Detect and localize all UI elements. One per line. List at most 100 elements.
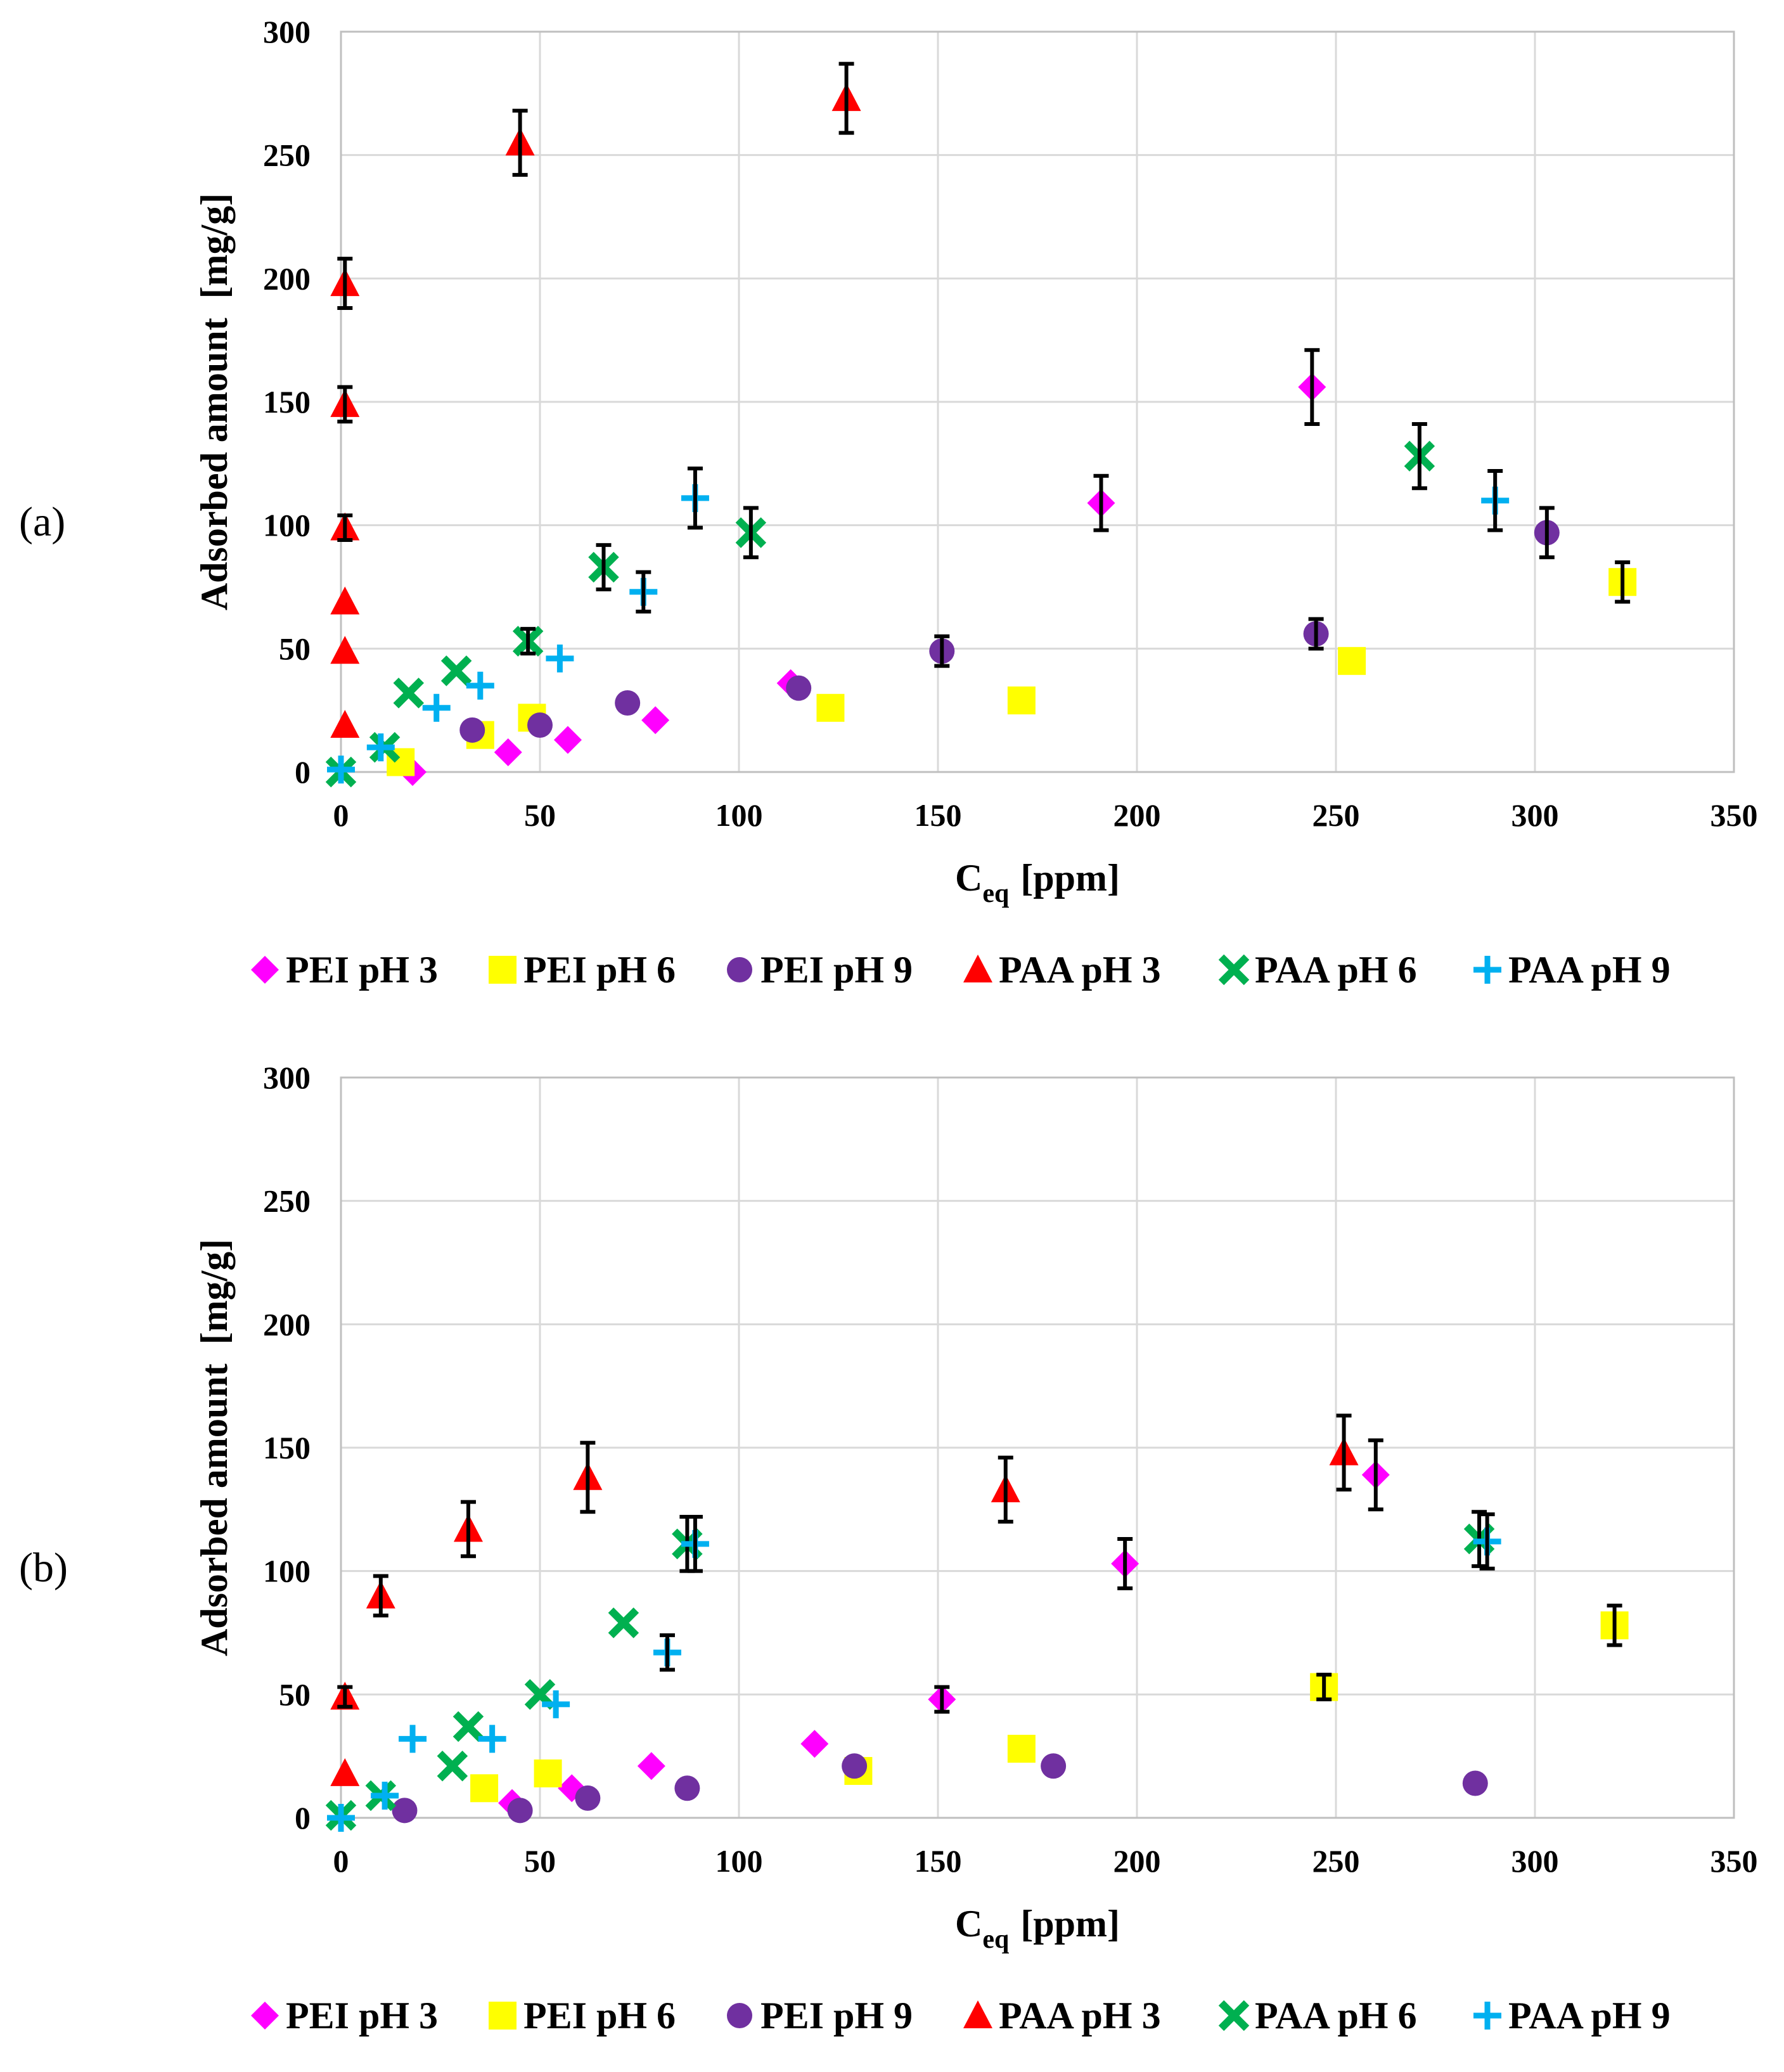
- panel-a-legend-label-paa-ph-3: PAA pH 3: [999, 949, 1161, 991]
- panel-b-pei-ph-3-point: [637, 1752, 665, 1780]
- panel-a-legend-marker-pei-ph-9: [727, 957, 752, 982]
- panel-a-paa-ph-3-point: [330, 636, 360, 664]
- panel-b-paa-ph-9-point: [478, 1725, 506, 1753]
- panel-a-pei-ph-9-point: [615, 690, 641, 716]
- panel-a-legend-marker-paa-ph-6: [1218, 954, 1250, 986]
- panel-a-paa-ph-9-point: [366, 733, 395, 762]
- panel-a-pei-ph-9-error-bar: [1308, 617, 1324, 651]
- panel-a-series-paa-ph-6: [325, 422, 1435, 788]
- panel-b-pei-ph-3-error-bar: [1368, 1438, 1383, 1512]
- panel-b-pei-ph-9-point: [1041, 1753, 1067, 1779]
- panel-a-x-tick-label: 0: [333, 797, 349, 833]
- panel-b-x-tick-label: 200: [1113, 1843, 1161, 1879]
- panel-b-y-tick-label: 100: [263, 1554, 311, 1589]
- panel-a-legend-item-paa-ph-3: PAA pH 3: [963, 949, 1161, 991]
- panel-b-y-tick-label: 50: [279, 1676, 311, 1712]
- panel-a-legend-marker-paa-ph-3: [963, 955, 992, 982]
- panel-b-legend-label-pei-ph-9: PEI pH 9: [760, 1995, 913, 2037]
- panel-a-y-tick-label: 50: [279, 631, 311, 666]
- panel-a-grid: [340, 30, 1735, 773]
- panel-b-x-tick-label: 150: [914, 1843, 962, 1879]
- panel-a-paa-ph-3-error-bar: [512, 108, 528, 177]
- panel-a-legend-label-pei-ph-3: PEI pH 3: [286, 949, 438, 991]
- panel-a-y-ticks: 0 50 100 150 200 250 300: [263, 14, 311, 790]
- panel-a-paa-ph-6-error-bar: [1411, 422, 1427, 491]
- panel-b-pei-ph-9-point: [1462, 1770, 1488, 1796]
- panel-b-paa-ph-6-point: [452, 1711, 484, 1742]
- panel-b-paa-ph-6-point: [437, 1750, 468, 1782]
- panel-b-paa-ph-3-error-bar: [1336, 1413, 1352, 1492]
- panel-b-pei-ph-9-point: [842, 1753, 868, 1779]
- panel-a-paa-ph-9-error-bar: [1487, 469, 1503, 532]
- panel-b-y-ticks: 0 50 100 150 200 250 300: [263, 1060, 311, 1836]
- panel-a-x-tick-label: 200: [1113, 797, 1161, 833]
- panel-b-legend-item-paa-ph-6: PAA pH 6: [1218, 1995, 1417, 2037]
- panel-b-paa-ph-3-error-bar: [373, 1574, 388, 1618]
- panel-a-pei-ph-3-point: [553, 726, 582, 754]
- panel-b-pei-ph-9-point: [575, 1785, 601, 1811]
- panel-a-series-paa-ph-9: [327, 467, 1510, 784]
- panel-a-points: [325, 61, 1637, 788]
- panel-a-y-tick-label: 200: [263, 261, 311, 296]
- panel-b-y-tick-label: 200: [263, 1306, 311, 1342]
- panel-a-x-tick-label: 100: [716, 797, 763, 833]
- panel-a-x-tick-label: 300: [1511, 797, 1559, 833]
- panel-b-y-tick-label: 300: [263, 1060, 311, 1095]
- panel-a-legend-item-pei-ph-6: PEI pH 6: [489, 949, 676, 991]
- panel-a-pei-ph-9-point: [786, 675, 812, 701]
- panel-a-paa-ph-3-error-bar: [838, 61, 854, 135]
- panel-b-x-tick-label: 250: [1312, 1843, 1360, 1879]
- panel-a-paa-ph-6-error-bar: [520, 627, 536, 656]
- panel-b-plot-frame: [340, 1076, 1735, 1819]
- panel-a-paa-ph-6-error-bar: [743, 506, 759, 560]
- panel-b-y-axis-title: Adsorbed amount [mg/g]: [193, 1239, 235, 1656]
- panel-b-legend-marker-paa-ph-6: [1218, 2000, 1250, 2031]
- panel-b-x-axis-sub: eq: [982, 1925, 1009, 1954]
- panel-a-pei-ph-9-point: [459, 717, 485, 743]
- panel-a-pei-ph-3-error-bar: [1304, 348, 1320, 427]
- panel-a-paa-ph-9-point: [466, 671, 494, 700]
- panel-b-pei-ph-6-error-bar: [1316, 1673, 1332, 1702]
- panel-b-series-pei-ph-9: [392, 1753, 1488, 1824]
- panel-b-paa-ph-9-error-bar: [659, 1633, 675, 1672]
- panel-b-x-axis-unit: [ppm]: [1020, 1903, 1120, 1945]
- panel-b-legend-label-pei-ph-3: PEI pH 3: [286, 1995, 438, 2037]
- panel-a-legend-label-pei-ph-6: PEI pH 6: [523, 949, 676, 991]
- panel-b-paa-ph-9-error-bar: [1479, 1512, 1495, 1571]
- panel-b-pei-ph-6-point: [534, 1759, 562, 1787]
- panel-b-label: (b): [19, 1545, 68, 1591]
- panel-a-paa-ph-3-error-bar: [337, 513, 353, 543]
- panel-b-x-tick-label: 0: [333, 1843, 349, 1879]
- panel-b-y-tick-label: 0: [295, 1800, 311, 1836]
- panel-b-series-pei-ph-6: [470, 1604, 1629, 1803]
- panel-b-series-pei-ph-3: [498, 1438, 1390, 1817]
- panel-a-x-axis-title: Ceq [ppm]: [955, 857, 1120, 908]
- panel-a-paa-ph-6-point: [393, 678, 425, 709]
- panel-a-legend-label-paa-ph-9: PAA pH 9: [1508, 949, 1671, 991]
- panel-a-y-tick-label: 100: [263, 508, 311, 543]
- panel-a-legend-item-paa-ph-6: PAA pH 6: [1218, 949, 1417, 991]
- panel-b-pei-ph-3-error-bar: [934, 1685, 950, 1714]
- panel-b-legend-marker-pei-ph-3: [251, 2002, 279, 2030]
- panel-a-paa-ph-6-point: [440, 655, 472, 686]
- panel-b-legend-label-pei-ph-6: PEI pH 6: [523, 1995, 676, 2037]
- panel-a-legend-item-paa-ph-9: PAA pH 9: [1473, 949, 1671, 991]
- panel-a-x-axis-sub: eq: [982, 879, 1009, 908]
- panel-b-legend-marker-pei-ph-9: [727, 2003, 752, 2028]
- panel-a-legend-marker-paa-ph-9: [1473, 956, 1501, 984]
- panel-b-y-tick-label: 150: [263, 1430, 311, 1465]
- panel-b-pei-ph-9-point: [674, 1775, 700, 1801]
- panel-a-pei-ph-3-error-bar: [1093, 473, 1109, 532]
- panel-a-legend-marker-pei-ph-3: [251, 956, 279, 984]
- panel-a-pei-ph-6-error-bar: [1615, 560, 1631, 604]
- panel-a-paa-ph-9-point: [422, 693, 451, 722]
- panel-b-x-tick-label: 350: [1710, 1843, 1758, 1879]
- panel-b-paa-ph-9-error-bar: [687, 1515, 703, 1573]
- panel-b-paa-ph-3-error-bar: [337, 1685, 353, 1709]
- panel-b-legend-label-paa-ph-3: PAA pH 3: [999, 1995, 1161, 2037]
- panel-a-y-tick-label: 0: [295, 754, 311, 790]
- panel-a-x-tick-label: 250: [1312, 797, 1360, 833]
- panel-b-legend-item-paa-ph-9: PAA pH 9: [1473, 1995, 1671, 2037]
- panel-a-paa-ph-6-error-bar: [596, 543, 612, 591]
